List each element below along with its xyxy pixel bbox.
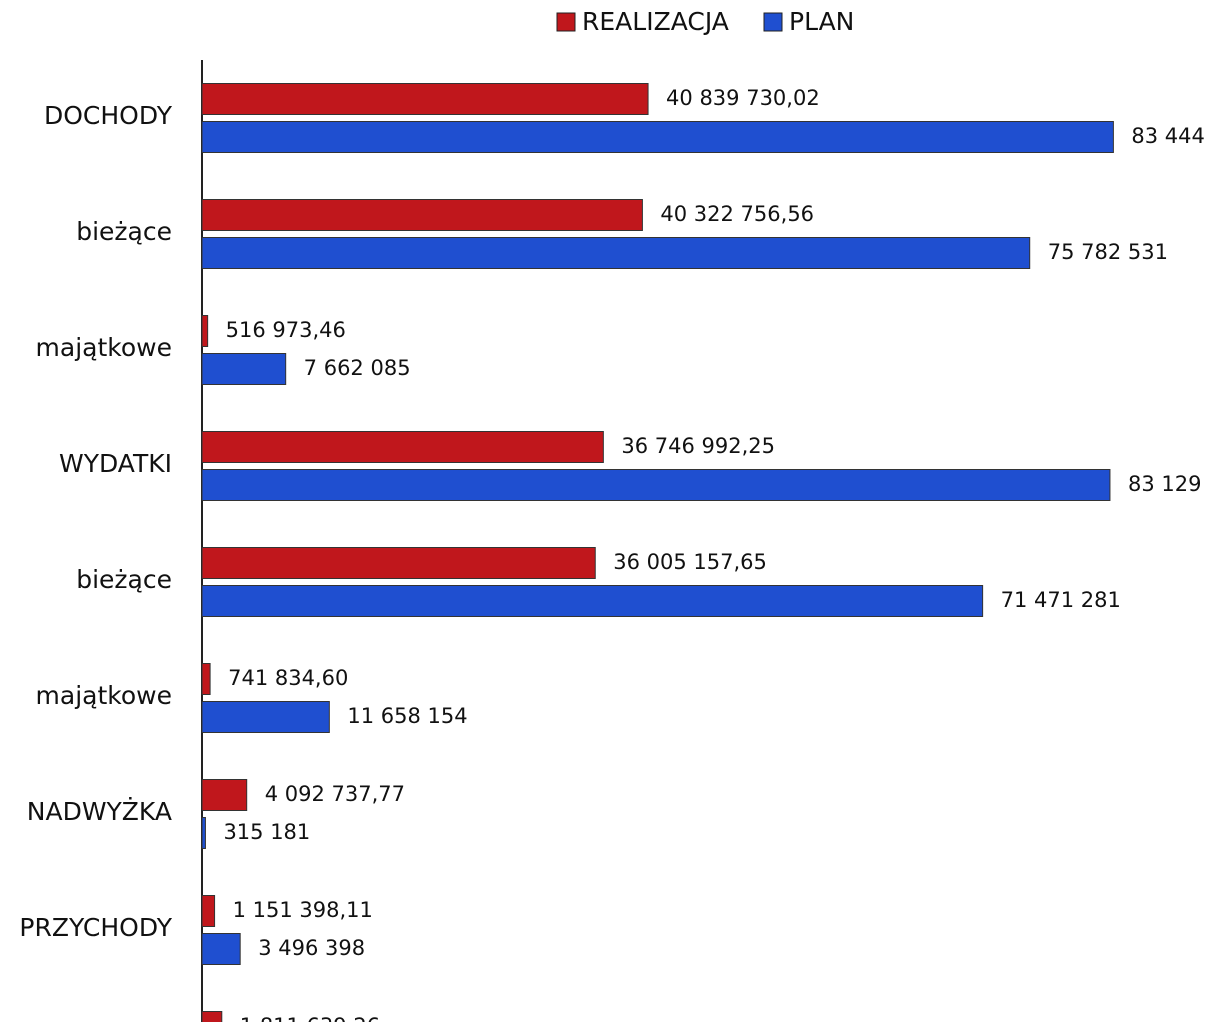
bar — [201, 585, 984, 617]
data-label: 36 746 992,25 — [621, 434, 775, 458]
bar — [201, 547, 596, 579]
data-label: 4 092 737,77 — [265, 782, 405, 806]
legend-swatch — [556, 12, 576, 32]
y-tick-label: PRZYCHODY — [19, 913, 172, 942]
data-label: 83 129 — [1128, 472, 1201, 496]
bar — [201, 817, 206, 849]
data-label: 516 973,46 — [226, 318, 346, 342]
data-label: 71 471 281 — [1001, 588, 1121, 612]
bar — [201, 469, 1111, 501]
bar — [201, 353, 287, 385]
y-tick-label: majątkowe — [36, 681, 172, 710]
data-label: 741 834,60 — [228, 666, 348, 690]
y-tick-label: WYDATKI — [59, 449, 172, 478]
data-label: 11 658 154 — [347, 704, 467, 728]
bar — [201, 895, 216, 927]
bar — [201, 315, 209, 347]
y-tick-label: NADWYŻKA — [27, 797, 172, 826]
bar — [201, 663, 211, 695]
bar — [201, 431, 604, 463]
data-label: 7 662 085 — [304, 356, 411, 380]
data-label: 1 811 639,26 — [240, 1014, 380, 1022]
bar — [201, 237, 1031, 269]
bar — [201, 199, 643, 231]
y-tick-label: majątkowe — [36, 333, 172, 362]
data-label: 36 005 157,65 — [613, 550, 767, 574]
data-label: 83 444 — [1131, 124, 1204, 148]
bar — [201, 1011, 223, 1022]
y-tick-label: bieżące — [76, 565, 172, 594]
data-label: 315 181 — [223, 820, 310, 844]
bar — [201, 83, 649, 115]
data-label: 3 496 398 — [258, 936, 365, 960]
bar — [201, 779, 248, 811]
bar — [201, 701, 330, 733]
bar — [201, 121, 1114, 153]
legend-swatch — [763, 12, 783, 32]
data-label: 1 151 398,11 — [233, 898, 373, 922]
y-tick-label: bieżące — [76, 217, 172, 246]
y-tick-label: DOCHODY — [44, 101, 173, 130]
bar — [201, 933, 241, 965]
data-label: 40 322 756,56 — [660, 202, 814, 226]
data-label: 75 782 531 — [1048, 240, 1168, 264]
data-label: 40 839 730,02 — [666, 86, 820, 110]
legend-label: PLAN — [789, 7, 854, 36]
legend-label: REALIZACJA — [582, 7, 729, 36]
